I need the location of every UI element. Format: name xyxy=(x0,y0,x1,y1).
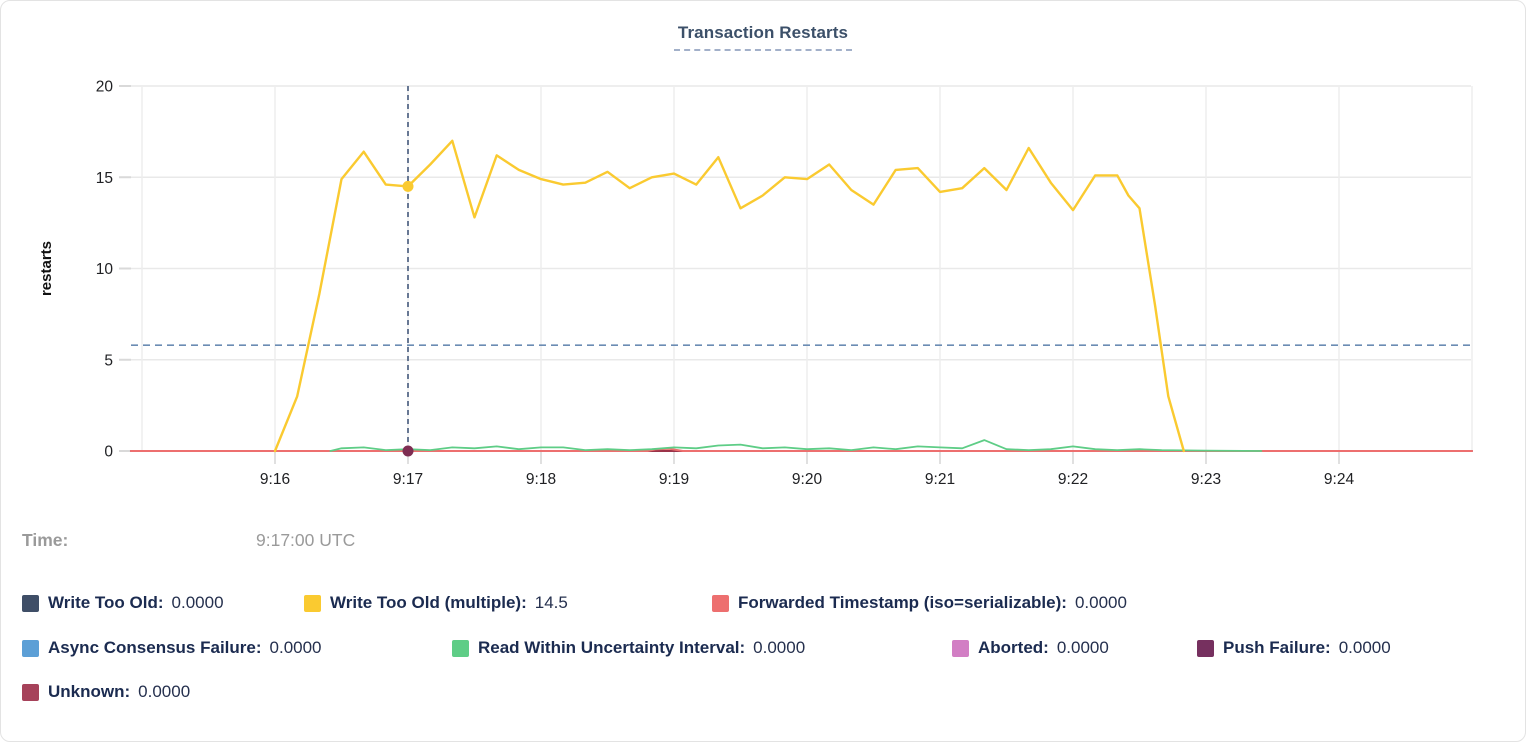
legend-label: Unknown: xyxy=(48,682,131,701)
x-tick-label: 9:19 xyxy=(659,471,689,488)
legend-value: 0.0000 xyxy=(171,593,224,612)
legend-label: Async Consensus Failure: xyxy=(48,638,262,657)
y-tick-label: 10 xyxy=(96,261,114,278)
legend-row-2: Async Consensus Failure: 0.0000 Read Withi… xyxy=(22,636,1515,660)
legend-label: Read Within Uncertainty Interval: xyxy=(478,638,746,657)
legend-row-3: Unknown: 0.0000 xyxy=(22,680,1515,704)
y-tick-label: 15 xyxy=(96,170,113,187)
hover-point xyxy=(402,445,414,457)
hover-point xyxy=(402,180,414,192)
legend-label: Forwarded Timestamp (iso=serializable): xyxy=(738,593,1067,612)
legend-swatch xyxy=(712,594,729,612)
x-tick-label: 9:23 xyxy=(1191,471,1221,488)
legend-item[interactable]: Push Failure: 0.0000 xyxy=(1197,638,1391,658)
legend-item[interactable]: Forwarded Timestamp (iso=serializable): 0… xyxy=(712,593,1127,613)
legend-value: 0.0000 xyxy=(1074,593,1127,612)
y-tick-label: 20 xyxy=(96,79,114,96)
legend-value: 0.0000 xyxy=(269,638,322,657)
legend-swatch xyxy=(1197,639,1214,657)
chart-title[interactable]: Transaction Restarts xyxy=(673,23,853,51)
x-tick-label: 9:24 xyxy=(1324,471,1355,488)
legend-item[interactable]: Async Consensus Failure: 0.0000 xyxy=(22,638,452,658)
hover-time-row: Time: 9:17:00 UTC xyxy=(1,530,1525,556)
x-tick-label: 9:16 xyxy=(260,471,290,488)
legend-swatch xyxy=(952,639,969,657)
legend-label: Write Too Old (multiple): xyxy=(330,593,527,612)
legend-item[interactable]: Write Too Old (multiple): 14.5 xyxy=(304,593,712,613)
legend-item[interactable]: Write Too Old: 0.0000 xyxy=(22,593,304,613)
legend-value: 0.0000 xyxy=(753,638,806,657)
x-tick-label: 9:18 xyxy=(526,471,556,488)
hover-time-label: Time: xyxy=(22,530,69,550)
legend-value: 14.5 xyxy=(534,593,568,612)
series-read-within-uncertainty-interval xyxy=(329,439,1263,452)
legend-label: Write Too Old: xyxy=(48,593,164,612)
legend-item[interactable]: Read Within Uncertainty Interval: 0.0000 xyxy=(452,638,952,658)
hover-time-value: 9:17:00 UTC xyxy=(256,530,356,550)
legend-value: 0.0000 xyxy=(138,682,191,701)
legend-label: Push Failure: xyxy=(1223,638,1331,657)
legend-item[interactable]: Unknown: 0.0000 xyxy=(22,682,190,702)
x-tick-label: 9:20 xyxy=(792,471,823,488)
legend-item[interactable]: Aborted: 0.0000 xyxy=(952,638,1197,658)
legend-swatch xyxy=(452,639,469,657)
series-write-too-old-multiple- xyxy=(273,139,1186,453)
transaction-restarts-chart[interactable]: 0 5 10 15 20 9:16 9:17 9:18 9:19 9:20 9:21 9:22 9:23… xyxy=(1,51,1526,511)
legend-swatch xyxy=(22,639,39,657)
y-axis-label: restarts xyxy=(38,241,55,296)
x-tick-label: 9:21 xyxy=(925,471,955,488)
legend-value: 0.0000 xyxy=(1056,638,1109,657)
legend-swatch xyxy=(22,594,39,612)
y-tick-label: 0 xyxy=(104,444,113,461)
y-tick-label: 5 xyxy=(104,352,113,369)
legend-value: 0.0000 xyxy=(1338,638,1391,657)
legend-label: Aborted: xyxy=(978,638,1049,657)
legend-row-1: Write Too Old: 0.0000 Write Too Old (multi… xyxy=(22,591,1515,615)
legend-swatch xyxy=(304,594,321,612)
x-tick-label: 9:22 xyxy=(1058,471,1088,488)
chart-title-wrap: Transaction Restarts xyxy=(1,23,1525,51)
x-tick-label: 9:17 xyxy=(393,471,423,488)
legend-swatch xyxy=(22,683,39,701)
